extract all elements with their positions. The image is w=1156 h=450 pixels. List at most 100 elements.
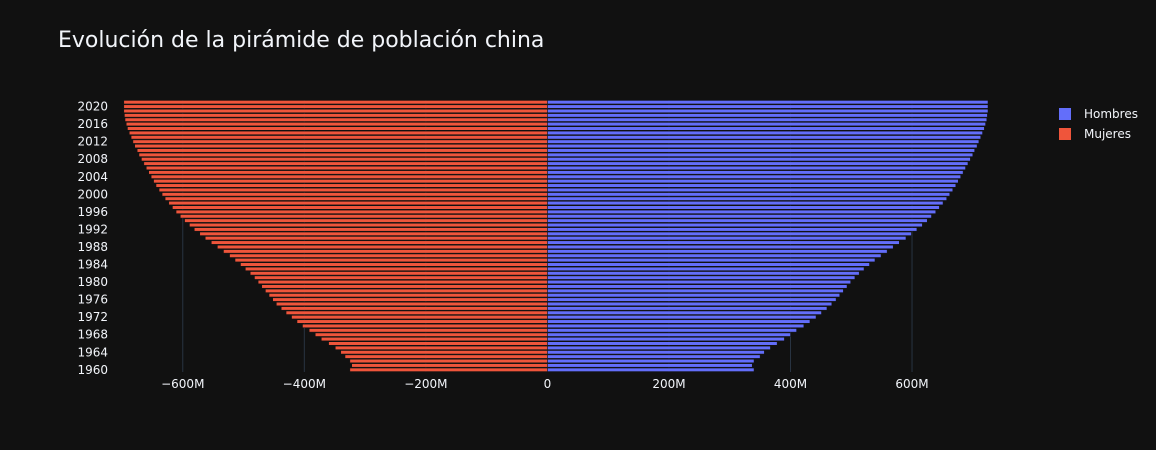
bar-mujeres-1966[interactable]: [328, 341, 548, 346]
bar-hombres-1997[interactable]: [547, 205, 940, 210]
bar-mujeres-1960[interactable]: [349, 367, 548, 372]
bar-hombres-1974[interactable]: [547, 306, 828, 311]
bar-mujeres-1989[interactable]: [211, 240, 548, 245]
bar-hombres-1980[interactable]: [547, 280, 851, 285]
bar-hombres-2008[interactable]: [547, 157, 971, 162]
bar-hombres-1978[interactable]: [547, 288, 844, 293]
bar-hombres-1989[interactable]: [547, 240, 900, 245]
bar-hombres-1962[interactable]: [547, 359, 755, 364]
bar-hombres-1960[interactable]: [547, 367, 755, 372]
bar-hombres-1966[interactable]: [547, 341, 778, 346]
bar-mujeres-1974[interactable]: [280, 306, 548, 311]
bar-mujeres-2013[interactable]: [130, 135, 548, 140]
bar-mujeres-1970[interactable]: [302, 323, 548, 328]
bar-mujeres-2006[interactable]: [146, 165, 548, 171]
legend-item-hombres[interactable]: Hombres: [1059, 107, 1138, 121]
bar-mujeres-1980[interactable]: [257, 280, 548, 285]
bar-hombres-1976[interactable]: [547, 297, 837, 302]
bar-mujeres-1991[interactable]: [199, 231, 548, 236]
bar-hombres-1971[interactable]: [547, 319, 811, 324]
bar-hombres-1970[interactable]: [547, 323, 805, 328]
bar-mujeres-1979[interactable]: [261, 284, 548, 289]
bar-mujeres-2009[interactable]: [138, 152, 548, 157]
bar-hombres-1983[interactable]: [547, 266, 865, 271]
bar-hombres-2010[interactable]: [547, 148, 975, 153]
bar-mujeres-1996[interactable]: [175, 209, 548, 214]
bar-mujeres-2002[interactable]: [155, 183, 548, 188]
bar-hombres-1972[interactable]: [547, 315, 817, 320]
bar-hombres-1981[interactable]: [547, 275, 856, 280]
bar-mujeres-2018[interactable]: [124, 113, 548, 118]
bar-mujeres-2017[interactable]: [124, 117, 548, 122]
bar-hombres-2009[interactable]: [547, 152, 974, 157]
bar-mujeres-1962[interactable]: [349, 359, 548, 364]
bar-hombres-1991[interactable]: [547, 231, 912, 236]
bar-hombres-1986[interactable]: [547, 253, 882, 258]
bar-hombres-2014[interactable]: [547, 130, 983, 135]
bar-hombres-2000[interactable]: [547, 192, 950, 197]
bar-mujeres-2003[interactable]: [153, 179, 548, 184]
bar-mujeres-1967[interactable]: [321, 337, 548, 342]
bar-hombres-2003[interactable]: [547, 179, 959, 184]
bar-mujeres-2004[interactable]: [150, 174, 548, 179]
bar-mujeres-2000[interactable]: [161, 192, 548, 197]
bar-hombres-1982[interactable]: [547, 271, 860, 276]
bar-mujeres-2007[interactable]: [143, 161, 548, 166]
bar-hombres-1968[interactable]: [547, 332, 791, 337]
bar-hombres-2006[interactable]: [547, 165, 966, 171]
bar-mujeres-1999[interactable]: [164, 196, 548, 201]
bar-mujeres-1964[interactable]: [340, 350, 548, 355]
bar-mujeres-1976[interactable]: [272, 297, 548, 302]
bar-hombres-1963[interactable]: [547, 354, 761, 359]
bar-mujeres-1994[interactable]: [184, 218, 548, 223]
bar-mujeres-1990[interactable]: [205, 236, 548, 241]
bar-hombres-1975[interactable]: [547, 301, 833, 307]
bar-hombres-2007[interactable]: [547, 161, 969, 166]
bar-mujeres-1985[interactable]: [234, 258, 548, 263]
bar-mujeres-2011[interactable]: [134, 144, 548, 149]
bar-hombres-1979[interactable]: [547, 284, 848, 289]
bar-mujeres-1975[interactable]: [276, 301, 548, 307]
bar-mujeres-2020[interactable]: [123, 104, 548, 109]
bar-mujeres-1972[interactable]: [291, 315, 548, 320]
bar-mujeres-1963[interactable]: [344, 354, 548, 359]
bar-mujeres-2019[interactable]: [123, 108, 548, 113]
bar-hombres-1988[interactable]: [547, 244, 894, 249]
bar-hombres-2011[interactable]: [547, 144, 978, 149]
bar-hombres-1994[interactable]: [547, 218, 928, 223]
bar-mujeres-1968[interactable]: [315, 332, 548, 337]
bar-mujeres-1986[interactable]: [229, 253, 548, 258]
bar-mujeres-1965[interactable]: [335, 345, 548, 350]
bar-mujeres-2001[interactable]: [158, 187, 548, 192]
bar-mujeres-2021[interactable]: [123, 100, 548, 105]
bar-hombres-2005[interactable]: [547, 170, 964, 175]
bar-mujeres-1997[interactable]: [172, 205, 548, 210]
bar-hombres-1995[interactable]: [547, 214, 932, 219]
bar-hombres-2004[interactable]: [547, 174, 961, 179]
bar-hombres-1965[interactable]: [547, 345, 771, 350]
bar-hombres-1967[interactable]: [547, 337, 785, 342]
bar-mujeres-1973[interactable]: [285, 310, 548, 315]
bar-mujeres-1988[interactable]: [217, 244, 548, 249]
bar-mujeres-1998[interactable]: [168, 201, 548, 206]
bar-mujeres-1992[interactable]: [194, 227, 548, 232]
bar-hombres-1993[interactable]: [547, 223, 923, 228]
bar-mujeres-1969[interactable]: [308, 328, 548, 333]
bar-hombres-2016[interactable]: [547, 122, 986, 127]
bar-mujeres-2005[interactable]: [148, 170, 548, 175]
bar-hombres-2018[interactable]: [547, 113, 988, 118]
bar-hombres-2013[interactable]: [547, 135, 981, 140]
bar-mujeres-1984[interactable]: [240, 262, 548, 267]
bar-hombres-1984[interactable]: [547, 262, 870, 267]
bar-mujeres-1982[interactable]: [249, 271, 548, 276]
bar-mujeres-2008[interactable]: [141, 157, 548, 162]
bar-mujeres-1983[interactable]: [245, 266, 548, 271]
bar-hombres-2020[interactable]: [547, 104, 989, 109]
bar-hombres-1985[interactable]: [547, 258, 876, 263]
bar-hombres-1973[interactable]: [547, 310, 822, 315]
bar-mujeres-1981[interactable]: [254, 275, 548, 280]
bar-mujeres-1961[interactable]: [351, 363, 548, 368]
bar-hombres-1992[interactable]: [547, 227, 918, 232]
bar-mujeres-2012[interactable]: [132, 139, 548, 144]
bar-hombres-1996[interactable]: [547, 209, 936, 214]
